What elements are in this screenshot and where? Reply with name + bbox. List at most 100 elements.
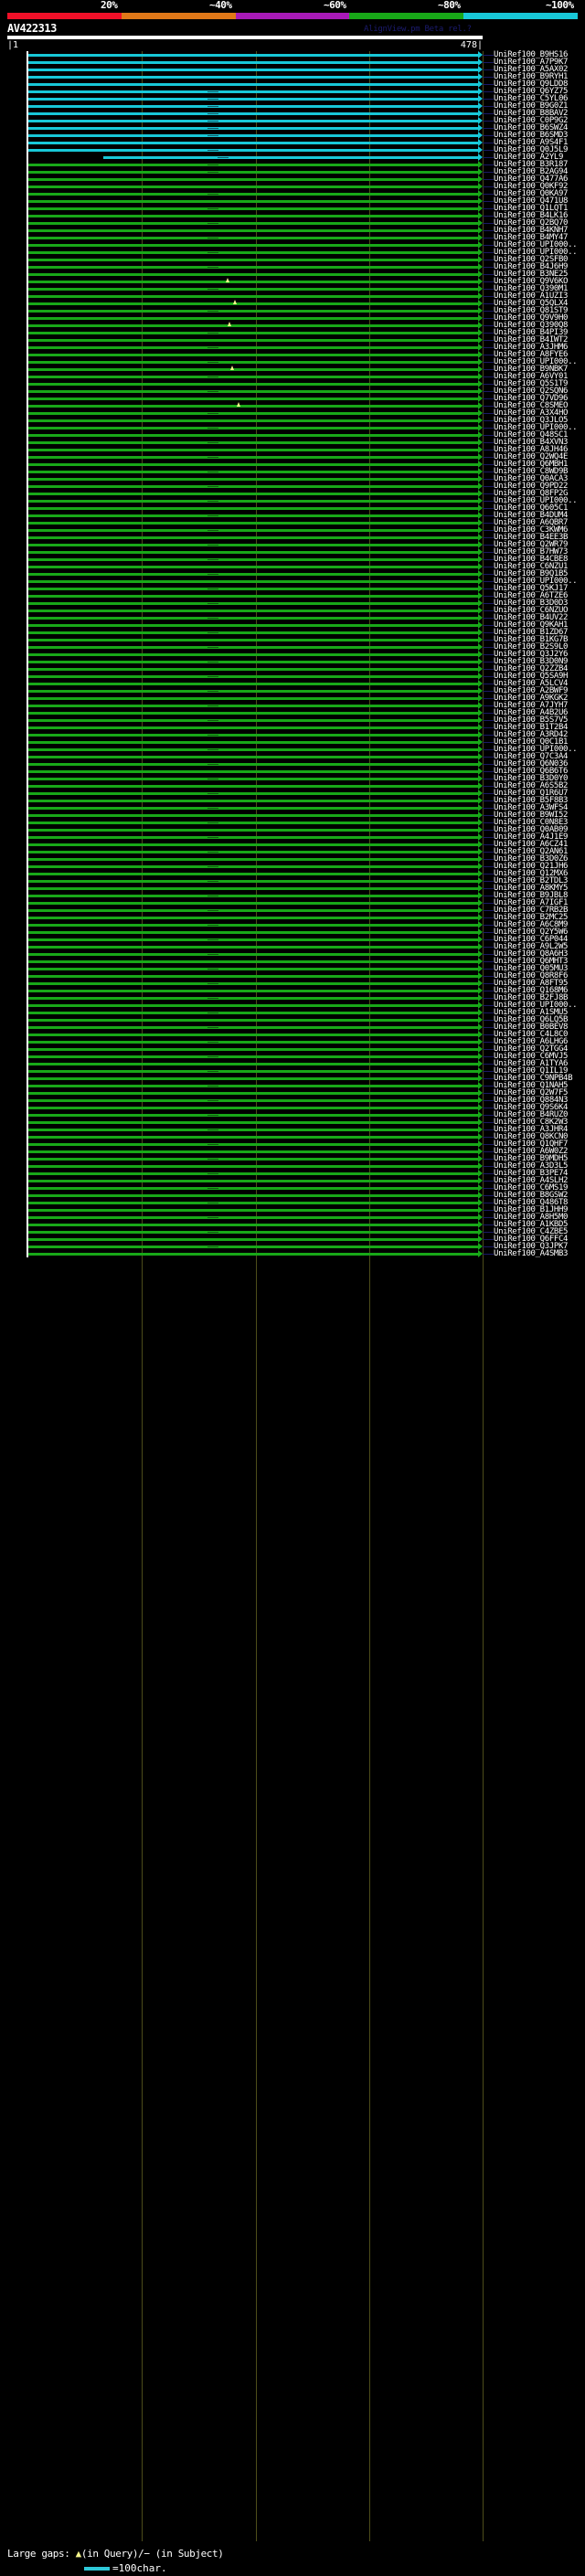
alignment-row[interactable]: UniRef100_A8FYE6 [0,350,585,359]
subject-label[interactable]: UniRef100_A6S5B2 [494,781,569,790]
subject-label[interactable]: UniRef100_Q9V9H0 [494,313,569,323]
alignment-bar[interactable] [28,324,478,327]
subject-label[interactable]: UniRef100_Q168M6 [494,986,569,995]
alignment-bar[interactable] [28,822,478,824]
alignment-row[interactable]: UniRef100_Q6YZ75 [0,87,585,96]
alignment-row[interactable]: UniRef100_A2YL9 [0,153,585,162]
alignment-row[interactable]: UniRef100_B5F8B3 [0,796,585,805]
alignment-bar[interactable] [28,946,478,949]
subject-label[interactable]: UniRef100_Q6B6T6 [494,767,569,776]
alignment-bar[interactable] [28,683,478,685]
alignment-row[interactable]: UniRef100_Q2BQ70 [0,218,585,228]
alignment-row[interactable]: UniRef100_B4MY47 [0,233,585,242]
alignment-bar[interactable] [28,90,478,93]
alignment-row[interactable]: UniRef100_A6C8M9 [0,920,585,929]
alignment-bar[interactable] [28,507,478,510]
alignment-bar[interactable] [28,134,478,137]
subject-label[interactable]: UniRef100_Q1LQT1 [494,204,569,213]
alignment-row[interactable]: UniRef100_B3D0D3 [0,599,585,608]
alignment-bar[interactable] [28,1253,478,1256]
subject-label[interactable]: UniRef100_UPI000.. [494,1001,578,1010]
subject-label[interactable]: UniRef100_A6C8M9 [494,920,569,929]
alignment-bar[interactable] [28,500,478,503]
alignment-bar[interactable] [28,244,478,247]
alignment-row[interactable]: UniRef100_A1SMU5 [0,1008,585,1017]
alignment-bar[interactable] [28,610,478,612]
subject-label[interactable]: UniRef100_A7JYH7 [494,701,569,710]
alignment-row[interactable]: UniRef100_Q81ST9 [0,306,585,315]
alignment-row[interactable]: UniRef100_A9S4F1 [0,138,585,147]
alignment-bar[interactable] [28,807,478,810]
alignment-bar[interactable] [28,405,478,408]
alignment-bar[interactable] [28,639,478,641]
alignment-row[interactable]: UniRef100_C6NZU1 [0,562,585,571]
subject-label[interactable]: UniRef100_B5F8B3 [494,796,569,805]
subject-label[interactable]: UniRef100_Q9S6K4 [494,1103,569,1112]
alignment-bar[interactable] [28,851,478,853]
alignment-row[interactable]: UniRef100_C0P9G2 [0,116,585,125]
subject-label[interactable]: UniRef100_A3RD42 [494,730,569,739]
alignment-row[interactable]: UniRef100_Q3JPK7 [0,1242,585,1251]
alignment-bar[interactable] [28,76,478,79]
subject-label[interactable]: UniRef100_A6QBR7 [494,518,569,527]
subject-label[interactable]: UniRef100_Q7VD96 [494,394,569,403]
alignment-row[interactable]: UniRef100_A7JYH7 [0,701,585,710]
subject-label[interactable]: UniRef100_Q0J5L9 [494,145,569,154]
subject-label[interactable]: UniRef100_Q6MBH1 [494,460,569,469]
alignment-bar[interactable] [28,478,478,481]
subject-label[interactable]: UniRef100_Q8R8F6 [494,971,569,981]
alignment-bar[interactable] [28,770,478,773]
alignment-bar[interactable] [28,1077,478,1080]
alignment-row[interactable]: UniRef100_B0BEV8 [0,1023,585,1032]
alignment-row[interactable]: UniRef100_B6SWZ4 [0,123,585,133]
alignment-bar[interactable] [28,690,478,693]
alignment-row[interactable]: UniRef100_B3R187 [0,160,585,169]
alignment-bar[interactable] [28,924,478,927]
subject-label[interactable]: UniRef100_A8FT95 [494,979,569,988]
alignment-row[interactable]: UniRef100_Q0AB09 [0,825,585,834]
subject-label[interactable]: UniRef100_Q9V6KO [494,277,569,286]
alignment-row[interactable]: UniRef100_B4RUZ0 [0,1110,585,1119]
alignment-row[interactable]: UniRef100_C8WD9B [0,467,585,476]
alignment-bar[interactable] [28,873,478,875]
alignment-row[interactable]: UniRef100_C3KWM6 [0,525,585,535]
alignment-bar[interactable] [28,975,478,978]
subject-label[interactable]: UniRef100_B1ZD67 [494,628,569,637]
alignment-row[interactable]: UniRef100_A1UZI3 [0,292,585,301]
subject-label[interactable]: UniRef100_C8K2W3 [494,1118,569,1127]
alignment-row[interactable]: UniRef100_UPI000.. [0,1001,585,1010]
alignment-bar[interactable] [28,1121,478,1124]
alignment-bar[interactable] [28,419,478,422]
subject-label[interactable]: UniRef100_B4KNH7 [494,226,569,235]
alignment-row[interactable]: UniRef100_B9Q1B5 [0,569,585,578]
alignment-bar[interactable] [28,624,478,627]
subject-label[interactable]: UniRef100_C6NZU1 [494,562,569,571]
alignment-bar[interactable] [28,273,478,276]
alignment-bar[interactable] [28,398,478,400]
alignment-row[interactable]: UniRef100_B2MC25 [0,913,585,922]
subject-label[interactable]: UniRef100_Q8A6H3 [494,949,569,959]
subject-label[interactable]: UniRef100_B2FJ8B [494,993,569,1002]
alignment-row[interactable]: UniRef100_B3D0Z6 [0,854,585,864]
subject-label[interactable]: UniRef100_A8H5M0 [494,1213,569,1222]
subject-label[interactable]: UniRef100_A6TZE6 [494,591,569,600]
alignment-bar[interactable] [28,427,478,429]
alignment-row[interactable]: UniRef100_A5LCV4 [0,679,585,688]
subject-label[interactable]: UniRef100_C6NZUO [494,606,569,615]
alignment-bar[interactable] [28,938,478,941]
alignment-row[interactable]: UniRef100_B9RYH1 [0,72,585,81]
subject-label[interactable]: UniRef100_UPI000.. [494,240,578,249]
subject-label[interactable]: UniRef100_A3WFS4 [494,803,569,812]
alignment-row[interactable]: UniRef100_Q390M1 [0,284,585,293]
subject-label[interactable]: UniRef100_B7HW73 [494,547,569,557]
subject-label[interactable]: UniRef100_Q5QLX4 [494,299,569,308]
alignment-row[interactable]: UniRef100_A2BWF9 [0,686,585,695]
subject-label[interactable]: UniRef100_A3JHM6 [494,343,569,352]
subject-label[interactable]: UniRef100_Q390M1 [494,284,569,293]
alignment-bar[interactable] [28,54,478,57]
alignment-bar[interactable] [28,536,478,539]
alignment-bar[interactable] [28,456,478,459]
alignment-row[interactable]: UniRef100_Q2WQ4E [0,452,585,461]
subject-label[interactable]: UniRef100_Q5SA9H [494,672,569,681]
subject-label[interactable]: UniRef100_A5LCV4 [494,679,569,688]
